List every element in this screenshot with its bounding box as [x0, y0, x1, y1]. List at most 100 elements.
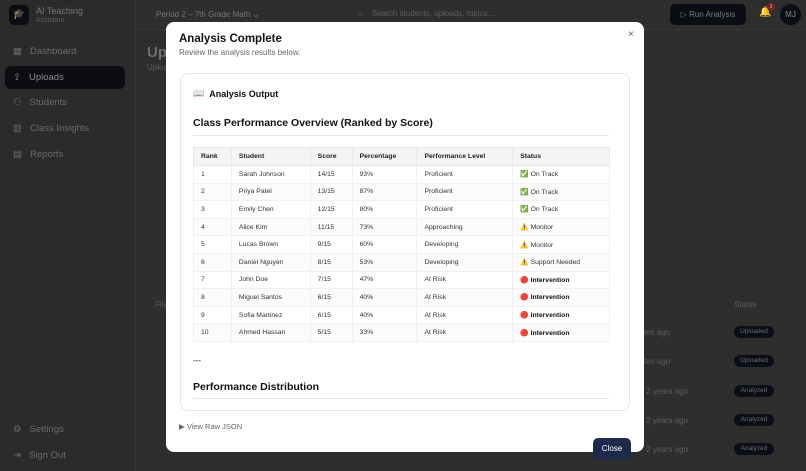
table-cell: 40% — [351, 288, 418, 307]
table-cell: 7 — [193, 270, 232, 290]
page-subtitle: Uploads — [147, 63, 166, 72]
gear-icon: ⚙ — [13, 424, 22, 435]
close-icon[interactable]: × — [628, 29, 634, 40]
label: Reports — [29, 149, 64, 160]
bell-icon[interactable]: 🔔 — [759, 7, 772, 18]
column-header: Student — [230, 147, 311, 166]
table-cell: 2 — [193, 182, 232, 202]
grid-icon: ▦ — [13, 46, 22, 57]
table-row: 3 Emily Chen 12/15 80% Proficient ✅ On Track — [193, 200, 610, 219]
table-cell: Alice Kim — [230, 217, 311, 237]
table-cell: 8 — [193, 288, 232, 307]
upload-time: about 2 years ago — [644, 445, 689, 454]
bar-chart-icon: ▥ — [13, 123, 22, 134]
table-cell: At Risk — [416, 323, 514, 342]
table-cell: Approaching — [416, 217, 514, 237]
table-cell: ✅ On Track — [512, 182, 610, 202]
table-cell: ⚠️ Monitor — [512, 217, 610, 237]
upload-time-clip: 2 minutes ago — [644, 357, 724, 367]
table-cell: Lucas Brown — [230, 235, 311, 254]
table-cell: John Doe — [230, 270, 311, 290]
section-heading: Class Performance Overview (Ranked by Sc… — [193, 117, 609, 136]
table-cell: At Risk — [416, 288, 514, 307]
run-label: Run Analysis — [689, 10, 736, 19]
label: Class Insights — [29, 123, 90, 134]
column-header: Score — [309, 147, 353, 166]
table-cell: 93% — [351, 165, 418, 184]
play-icon: ▷ — [680, 10, 687, 19]
file-icon: ▤ — [13, 149, 22, 160]
table-cell: Emily Chen — [230, 200, 311, 219]
sidebar-item-settings[interactable]: ⚙ Settings — [5, 418, 125, 441]
file-column-header: File — [155, 300, 166, 309]
search-icon: ⌕ — [358, 9, 363, 18]
table-cell: ⚠️ Support Needed — [512, 252, 610, 272]
section-heading: Performance Distribution — [193, 381, 609, 399]
table-cell: 73% — [351, 217, 418, 237]
column-header: Performance Level — [416, 147, 514, 166]
search-input[interactable]: ⌕ Search students, uploads, topics... — [352, 4, 652, 24]
sidebar-item-students[interactable]: ⚇ Students — [5, 91, 125, 114]
table-cell: Priya Patel — [230, 182, 311, 202]
view-raw-json-toggle[interactable]: ▶ View Raw JSON — [179, 422, 243, 431]
table-cell: 12/15 — [309, 200, 353, 219]
sidebar-item-reports[interactable]: ▤ Reports — [5, 143, 125, 166]
avatar[interactable]: MJ — [780, 4, 801, 25]
table-cell: 33% — [351, 323, 418, 342]
book-icon: 📖 — [193, 88, 205, 98]
table-cell: ✅ On Track — [512, 200, 610, 219]
table-cell: 4 — [193, 217, 232, 237]
run-analysis-button[interactable]: ▷ Run Analysis — [670, 4, 746, 25]
table-cell: Miguel Santos — [230, 288, 311, 307]
period-label: Period 2 – 7th Grade Math — [156, 10, 251, 19]
table-row: 7 John Doe 7/15 47% At Risk 🔴 Intervention — [193, 270, 610, 290]
period-select[interactable]: Period 2 – 7th Grade Math ⌄ — [148, 4, 267, 26]
table-row: 10 Ahmed Hassan 5/15 33% At Risk 🔴 Interventi… — [193, 323, 610, 342]
page-title: Uploads — [147, 44, 166, 61]
table-cell: Sarah Johnson — [230, 165, 311, 184]
upload-icon: ⇧ — [13, 72, 21, 83]
table-cell: 10 — [193, 323, 232, 342]
table-cell: At Risk — [416, 270, 514, 290]
column-header: Status — [512, 147, 610, 166]
table-cell: Ahmed Hassan — [230, 323, 311, 342]
separator: --- — [193, 356, 201, 365]
upload-time: about 2 years ago — [644, 387, 689, 396]
table-cell: Daniel Nguyen — [230, 252, 311, 272]
app-name: AI Teaching — [36, 6, 83, 16]
table-cell: 3 — [193, 200, 232, 219]
table-cell: 13/15 — [309, 182, 353, 202]
table-cell: Sofia Martinez — [230, 305, 311, 325]
table-cell: 6/15 — [309, 288, 353, 307]
sidebar-item-class-insights[interactable]: ▥ Class Insights — [5, 117, 125, 140]
table-cell: 87% — [351, 182, 418, 202]
table-row: 6 Daniel Nguyen 8/15 53% Developing ⚠️ Suppor… — [193, 252, 610, 272]
label: Sign Out — [28, 450, 66, 461]
upload-time-clip: about 2 years ago — [644, 387, 724, 397]
sidebar-item-dashboard[interactable]: ▦ Dashboard — [5, 40, 125, 63]
sidebar-item-uploads[interactable]: ⇧ Uploads — [5, 66, 125, 89]
table-cell: 11/15 — [309, 217, 353, 237]
status-badge: Analyzed — [734, 443, 774, 455]
label: Dashboard — [29, 46, 77, 57]
table-cell: ✅ On Track — [512, 165, 610, 184]
notification-badge: 3 — [767, 3, 775, 11]
table-cell: 14/15 — [309, 165, 353, 184]
status-badge: Uploaded — [734, 355, 774, 367]
table-cell: 9 — [193, 305, 232, 325]
column-header: Rank — [193, 147, 232, 166]
table-cell: 60% — [351, 235, 418, 254]
table-cell: 6 — [193, 252, 232, 272]
close-button[interactable]: Close — [593, 438, 631, 460]
performance-table: Rank Student Score Percentage Performance Le… — [193, 147, 610, 342]
table-cell: 53% — [351, 252, 418, 272]
table-row: 5 Lucas Brown 9/15 60% Developing ⚠️ Monitor — [193, 235, 610, 254]
upload-time: 2 minutes ago — [644, 328, 671, 337]
app-subtitle: Assistant — [36, 17, 65, 24]
table-cell: 5/15 — [309, 323, 353, 342]
sidebar-item-sign-out[interactable]: ⇥ Sign Out — [5, 444, 125, 467]
status-column-header: Status — [734, 300, 757, 309]
label: Uploads — [28, 72, 64, 83]
table-cell: 6/15 — [309, 305, 353, 325]
search-placeholder: Search students, uploads, topics... — [372, 9, 495, 18]
